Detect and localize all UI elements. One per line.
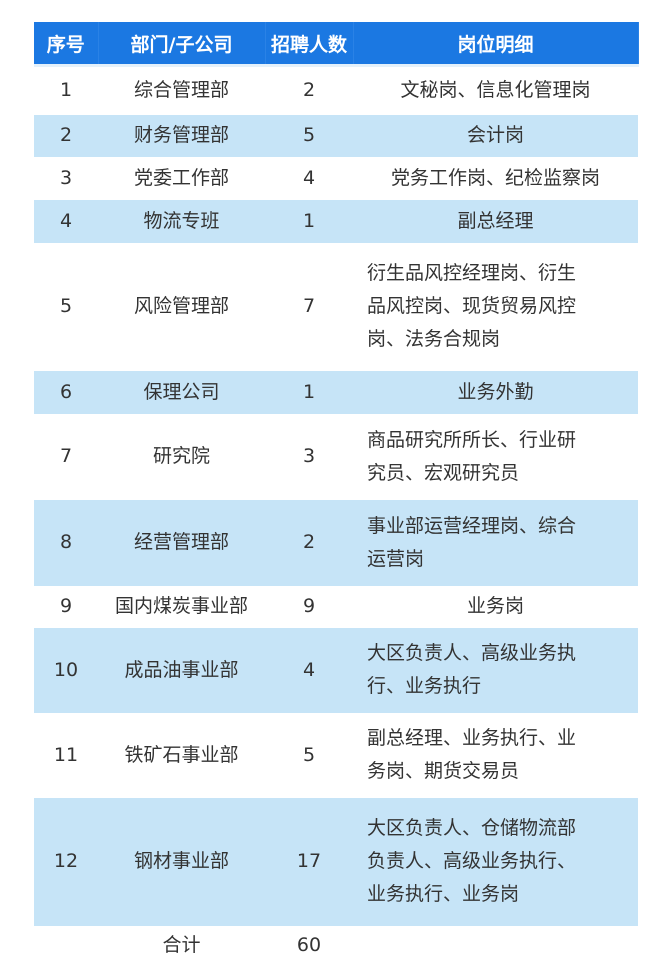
row-no: 6 <box>34 370 98 414</box>
position-line: 商品研究所所长、行业研 <box>367 428 577 451</box>
recruitment-table: 序号 部门/子公司 招聘人数 岗位明细 1 综合管理部 2 文秘岗、信息化管理岗… <box>34 22 639 966</box>
row-count: 5 <box>265 114 353 157</box>
row-positions: 党务工作岗、纪检监察岗 <box>353 157 638 200</box>
position-line: 事业部运营经理岗、综合 <box>367 514 577 537</box>
row-no: 11 <box>53 743 79 766</box>
row-positions: 大区负责人、仓储物流部 负责人、高级业务执行、 业务执行、业务岗 <box>353 797 638 926</box>
header-no: 序号 <box>34 22 99 66</box>
table-row: 1 综合管理部 2 文秘岗、信息化管理岗 <box>34 64 638 115</box>
row-dept: 风险管理部 <box>133 295 229 317</box>
total-count: 60 <box>265 925 353 966</box>
position-line: 负责人、高级业务执行、 <box>367 850 577 872</box>
total-empty <box>353 925 638 966</box>
row-no: 3 <box>59 166 73 189</box>
table-row: 12 钢材事业部 17 大区负责人、仓储物流部 负责人、高级业务执行、 业务执行、业… <box>34 797 638 926</box>
position-line: 业务岗 <box>466 595 524 617</box>
row-dept: 成品油事业部 <box>98 627 265 713</box>
position-line: 品风控岗、现货贸易风控 <box>367 295 577 317</box>
row-positions: 会计岗 <box>353 114 638 157</box>
row-dept: 物流专班 <box>98 199 265 243</box>
total-blank <box>34 925 98 966</box>
row-count: 2 <box>265 499 353 586</box>
position-line: 副总经理 <box>457 209 534 232</box>
row-positions: 衍生品风控经理岗、衍生 品风控岗、现货贸易风控 岗、法务合规岗 <box>353 243 638 371</box>
row-dept: 财务管理部 <box>98 114 265 157</box>
position-line: 务岗、期货交易员 <box>367 760 520 782</box>
position-line: 业务外勤 <box>457 380 534 403</box>
row-dept: 研究院 <box>152 445 210 467</box>
row-no: 1 <box>34 64 98 115</box>
row-count: 7 <box>302 295 316 317</box>
total-label: 合计 <box>98 925 265 966</box>
row-positions: 事业部运营经理岗、综合 运营岗 <box>353 499 638 586</box>
header-dept: 部门/子公司 <box>98 22 266 66</box>
row-count: 17 <box>265 797 353 926</box>
position-line: 运营岗 <box>367 547 425 570</box>
row-count: 3 <box>302 445 316 467</box>
row-dept: 国内煤炭事业部 <box>114 595 248 617</box>
table-row: 3 党委工作部 4 党务工作岗、纪检监察岗 <box>34 157 638 200</box>
row-positions: 业务岗 <box>353 586 638 628</box>
position-line: 衍生品风控经理岗、衍生 <box>367 262 577 284</box>
position-line: 岗、法务合规岗 <box>367 328 501 350</box>
row-count: 4 <box>302 166 316 189</box>
row-dept: 钢材事业部 <box>98 797 265 926</box>
table-row: 11 铁矿石事业部 5 副总经理、业务执行、业 务岗、期货交易员 <box>34 713 638 798</box>
position-line: 究员、宏观研究员 <box>367 461 520 484</box>
position-line: 党务工作岗、纪检监察岗 <box>390 166 600 189</box>
row-positions: 副总经理 <box>353 199 638 243</box>
row-count: 9 <box>302 595 316 617</box>
position-line: 文秘岗、信息化管理岗 <box>400 79 591 102</box>
position-line: 副总经理、业务执行、业 <box>367 727 577 749</box>
row-no: 4 <box>34 199 98 243</box>
row-count: 5 <box>302 743 316 766</box>
row-dept: 铁矿石事业部 <box>124 743 239 766</box>
table-row: 10 成品油事业部 4 大区负责人、高级业务执 行、业务执行 <box>34 627 638 713</box>
row-dept: 综合管理部 <box>98 64 265 115</box>
header-positions: 岗位明细 <box>353 22 639 66</box>
total-row: 合计 60 <box>34 925 638 966</box>
row-positions: 副总经理、业务执行、业 务岗、期货交易员 <box>353 713 638 798</box>
row-no: 7 <box>59 445 73 467</box>
row-dept: 党委工作部 <box>133 166 229 189</box>
row-count: 4 <box>265 627 353 713</box>
row-no: 9 <box>59 595 73 617</box>
position-line: 大区负责人、仓储物流部 <box>367 817 577 839</box>
row-positions: 商品研究所所长、行业研 究员、宏观研究员 <box>353 414 638 500</box>
row-no: 10 <box>34 627 98 713</box>
table-row: 9 国内煤炭事业部 9 业务岗 <box>34 586 638 628</box>
table-row: 7 研究院 3 商品研究所所长、行业研 究员、宏观研究员 <box>34 414 638 500</box>
position-line: 会计岗 <box>466 124 524 146</box>
table-row: 2 财务管理部 5 会计岗 <box>34 114 638 157</box>
row-no: 12 <box>34 797 98 926</box>
position-line: 行、业务执行 <box>367 675 482 697</box>
row-positions: 业务外勤 <box>353 370 638 414</box>
table-row: 5 风险管理部 7 衍生品风控经理岗、衍生 品风控岗、现货贸易风控 岗、法务合规岗 <box>34 243 638 371</box>
row-positions: 文秘岗、信息化管理岗 <box>353 64 638 115</box>
row-no: 8 <box>34 499 98 586</box>
row-positions: 大区负责人、高级业务执 行、业务执行 <box>353 627 638 713</box>
row-count: 2 <box>265 64 353 115</box>
header-row: 序号 部门/子公司 招聘人数 岗位明细 <box>34 22 639 66</box>
row-dept: 经营管理部 <box>98 499 265 586</box>
position-line: 业务执行、业务岗 <box>367 883 520 905</box>
row-no: 2 <box>34 114 98 157</box>
row-count: 1 <box>265 370 353 414</box>
row-dept: 保理公司 <box>98 370 265 414</box>
table-row: 4 物流专班 1 副总经理 <box>34 199 638 243</box>
header-count: 招聘人数 <box>265 22 354 66</box>
table-row: 6 保理公司 1 业务外勤 <box>34 370 638 414</box>
position-line: 大区负责人、高级业务执 <box>367 642 577 664</box>
table-row: 8 经营管理部 2 事业部运营经理岗、综合 运营岗 <box>34 499 638 586</box>
row-count: 1 <box>265 199 353 243</box>
row-no: 5 <box>59 295 73 317</box>
